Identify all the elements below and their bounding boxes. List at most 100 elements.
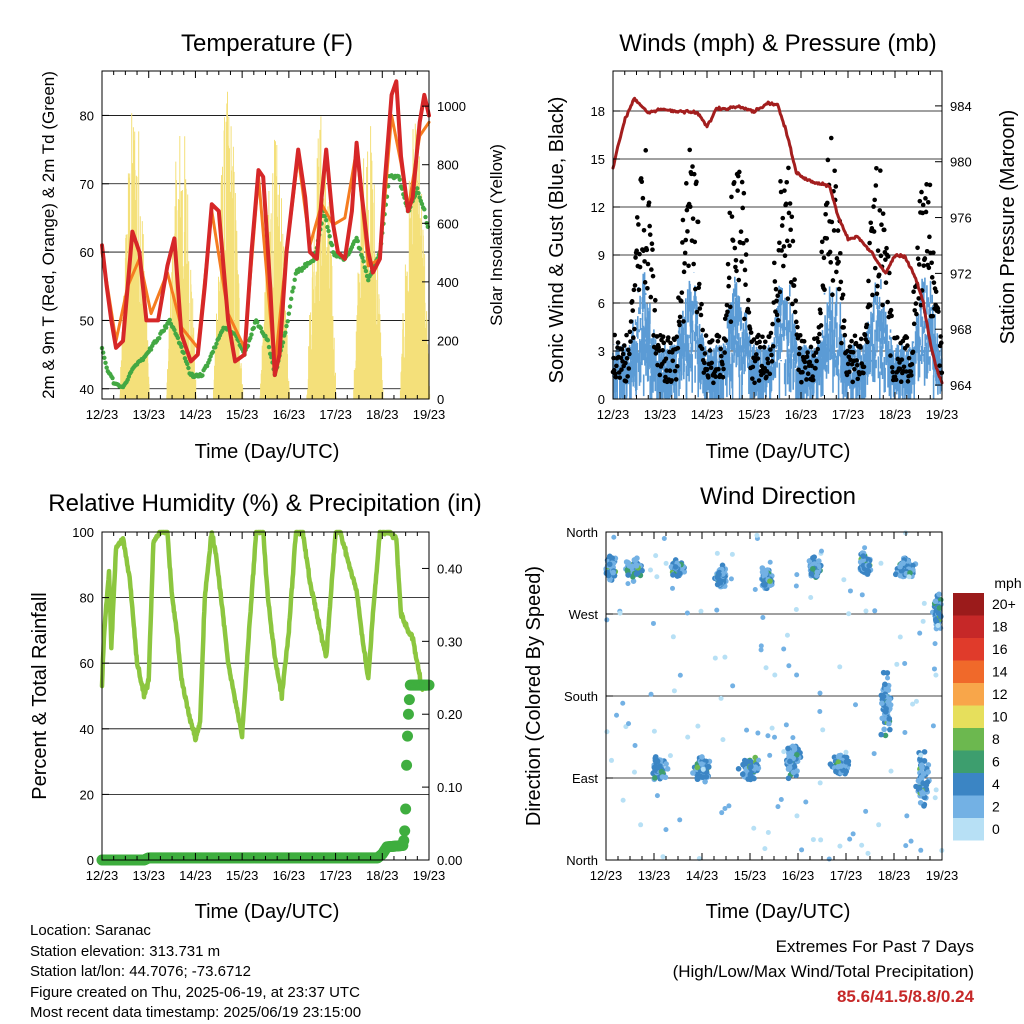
direction-point [754, 532, 760, 538]
gust-point [901, 364, 907, 370]
gust-point [746, 310, 752, 315]
gust-point [883, 257, 888, 262]
gust-point [864, 322, 870, 328]
direction-point [888, 768, 894, 774]
gust-point [872, 265, 878, 271]
y2-tick-label: 964 [950, 378, 972, 393]
legend-label: 6 [992, 754, 1000, 770]
direction-point [790, 769, 797, 776]
temperature-left-ylabel: 2m & 9m T (Red, Orange) & 2m Td (Green) [39, 71, 58, 399]
direction-point [631, 769, 637, 775]
gust-point [716, 334, 722, 339]
direction-point [606, 553, 613, 560]
2m-td-point [285, 319, 290, 324]
direction-point [772, 672, 778, 678]
direction-point [609, 757, 615, 763]
direction-point [882, 681, 888, 688]
gust-point [652, 307, 658, 313]
gust-point [833, 184, 839, 189]
x-tick-label: 17/23 [319, 868, 352, 883]
gust-point [825, 157, 831, 163]
gust-point [804, 354, 810, 360]
2m-td-point [416, 190, 421, 196]
winds-pressure-panel: Winds (mph) & Pressure (mb) 0 3 6 9 12 15 18 96… [546, 30, 1019, 463]
gust-point [787, 201, 793, 206]
gust-point [737, 169, 742, 175]
direction-point [814, 573, 820, 579]
direction-point [860, 553, 867, 559]
direction-point [650, 620, 656, 626]
gust-point [933, 289, 939, 294]
gust-point [836, 286, 842, 292]
direction-point [794, 751, 800, 758]
gust-point [936, 309, 941, 314]
gust-point [715, 338, 721, 344]
gust-point [803, 365, 808, 370]
gust-point [623, 360, 628, 366]
direction-point [775, 804, 781, 810]
direction-point [714, 607, 720, 613]
direction-point [876, 822, 882, 828]
2m-td-point [266, 344, 272, 350]
extremes-box: Extremes For Past 7 Days (High/Low/Max W… [673, 934, 974, 1009]
gust-point [784, 179, 790, 185]
gust-point [718, 353, 724, 359]
gust-point [761, 344, 767, 350]
direction-point [818, 548, 824, 554]
direction-point [865, 850, 871, 856]
gust-point [647, 223, 652, 229]
direction-point [810, 837, 816, 843]
gust-point [802, 359, 808, 365]
gust-point [837, 250, 843, 256]
direction-point [735, 766, 742, 772]
direction-point [781, 646, 787, 652]
direction-point [694, 764, 701, 771]
direction-point [808, 571, 815, 577]
gust-point [855, 376, 861, 382]
y-tick-label: 50 [80, 313, 94, 328]
direction-point [785, 745, 791, 752]
direction-point [917, 630, 923, 636]
gust-point [684, 207, 690, 213]
precipitation-point [401, 759, 413, 771]
gust-point [929, 260, 934, 266]
direction-point [879, 700, 885, 707]
gust-point [628, 319, 634, 324]
gust-point [790, 301, 795, 307]
2m-td-point [361, 259, 366, 264]
direction-point [651, 764, 658, 771]
direction-point [755, 730, 761, 736]
gust-point [716, 366, 721, 372]
gust-point [917, 198, 923, 204]
gust-point [800, 369, 805, 375]
2m-td-point [214, 341, 219, 346]
direction-point [648, 691, 654, 697]
gust-point [621, 343, 627, 348]
direction-point [717, 580, 724, 586]
direction-point [908, 838, 914, 844]
gust-point [687, 147, 693, 153]
pressure-right-ylabel: Station Pressure (Maroon) [997, 110, 1019, 345]
direction-point [638, 822, 644, 828]
direction-point [921, 758, 928, 764]
2m-td-point [415, 186, 420, 191]
gust-point [729, 214, 735, 219]
direction-point [866, 562, 872, 569]
direction-point [847, 588, 853, 594]
gust-point [854, 358, 859, 363]
gust-point [849, 361, 855, 367]
y-tick-label: 40 [80, 722, 94, 737]
solar-day-5 [353, 126, 384, 399]
direction-point [769, 725, 775, 731]
precipitation-point [402, 708, 414, 720]
gust-point [885, 254, 891, 259]
gust-point [836, 259, 841, 265]
legend-swatch [953, 593, 984, 616]
direction-point [932, 598, 939, 605]
gust-point [682, 261, 687, 266]
direction-point [902, 661, 908, 667]
gust-point [794, 319, 799, 325]
2m-td-point [179, 344, 184, 349]
2m-td-point [423, 214, 428, 220]
direction-point [767, 752, 773, 758]
